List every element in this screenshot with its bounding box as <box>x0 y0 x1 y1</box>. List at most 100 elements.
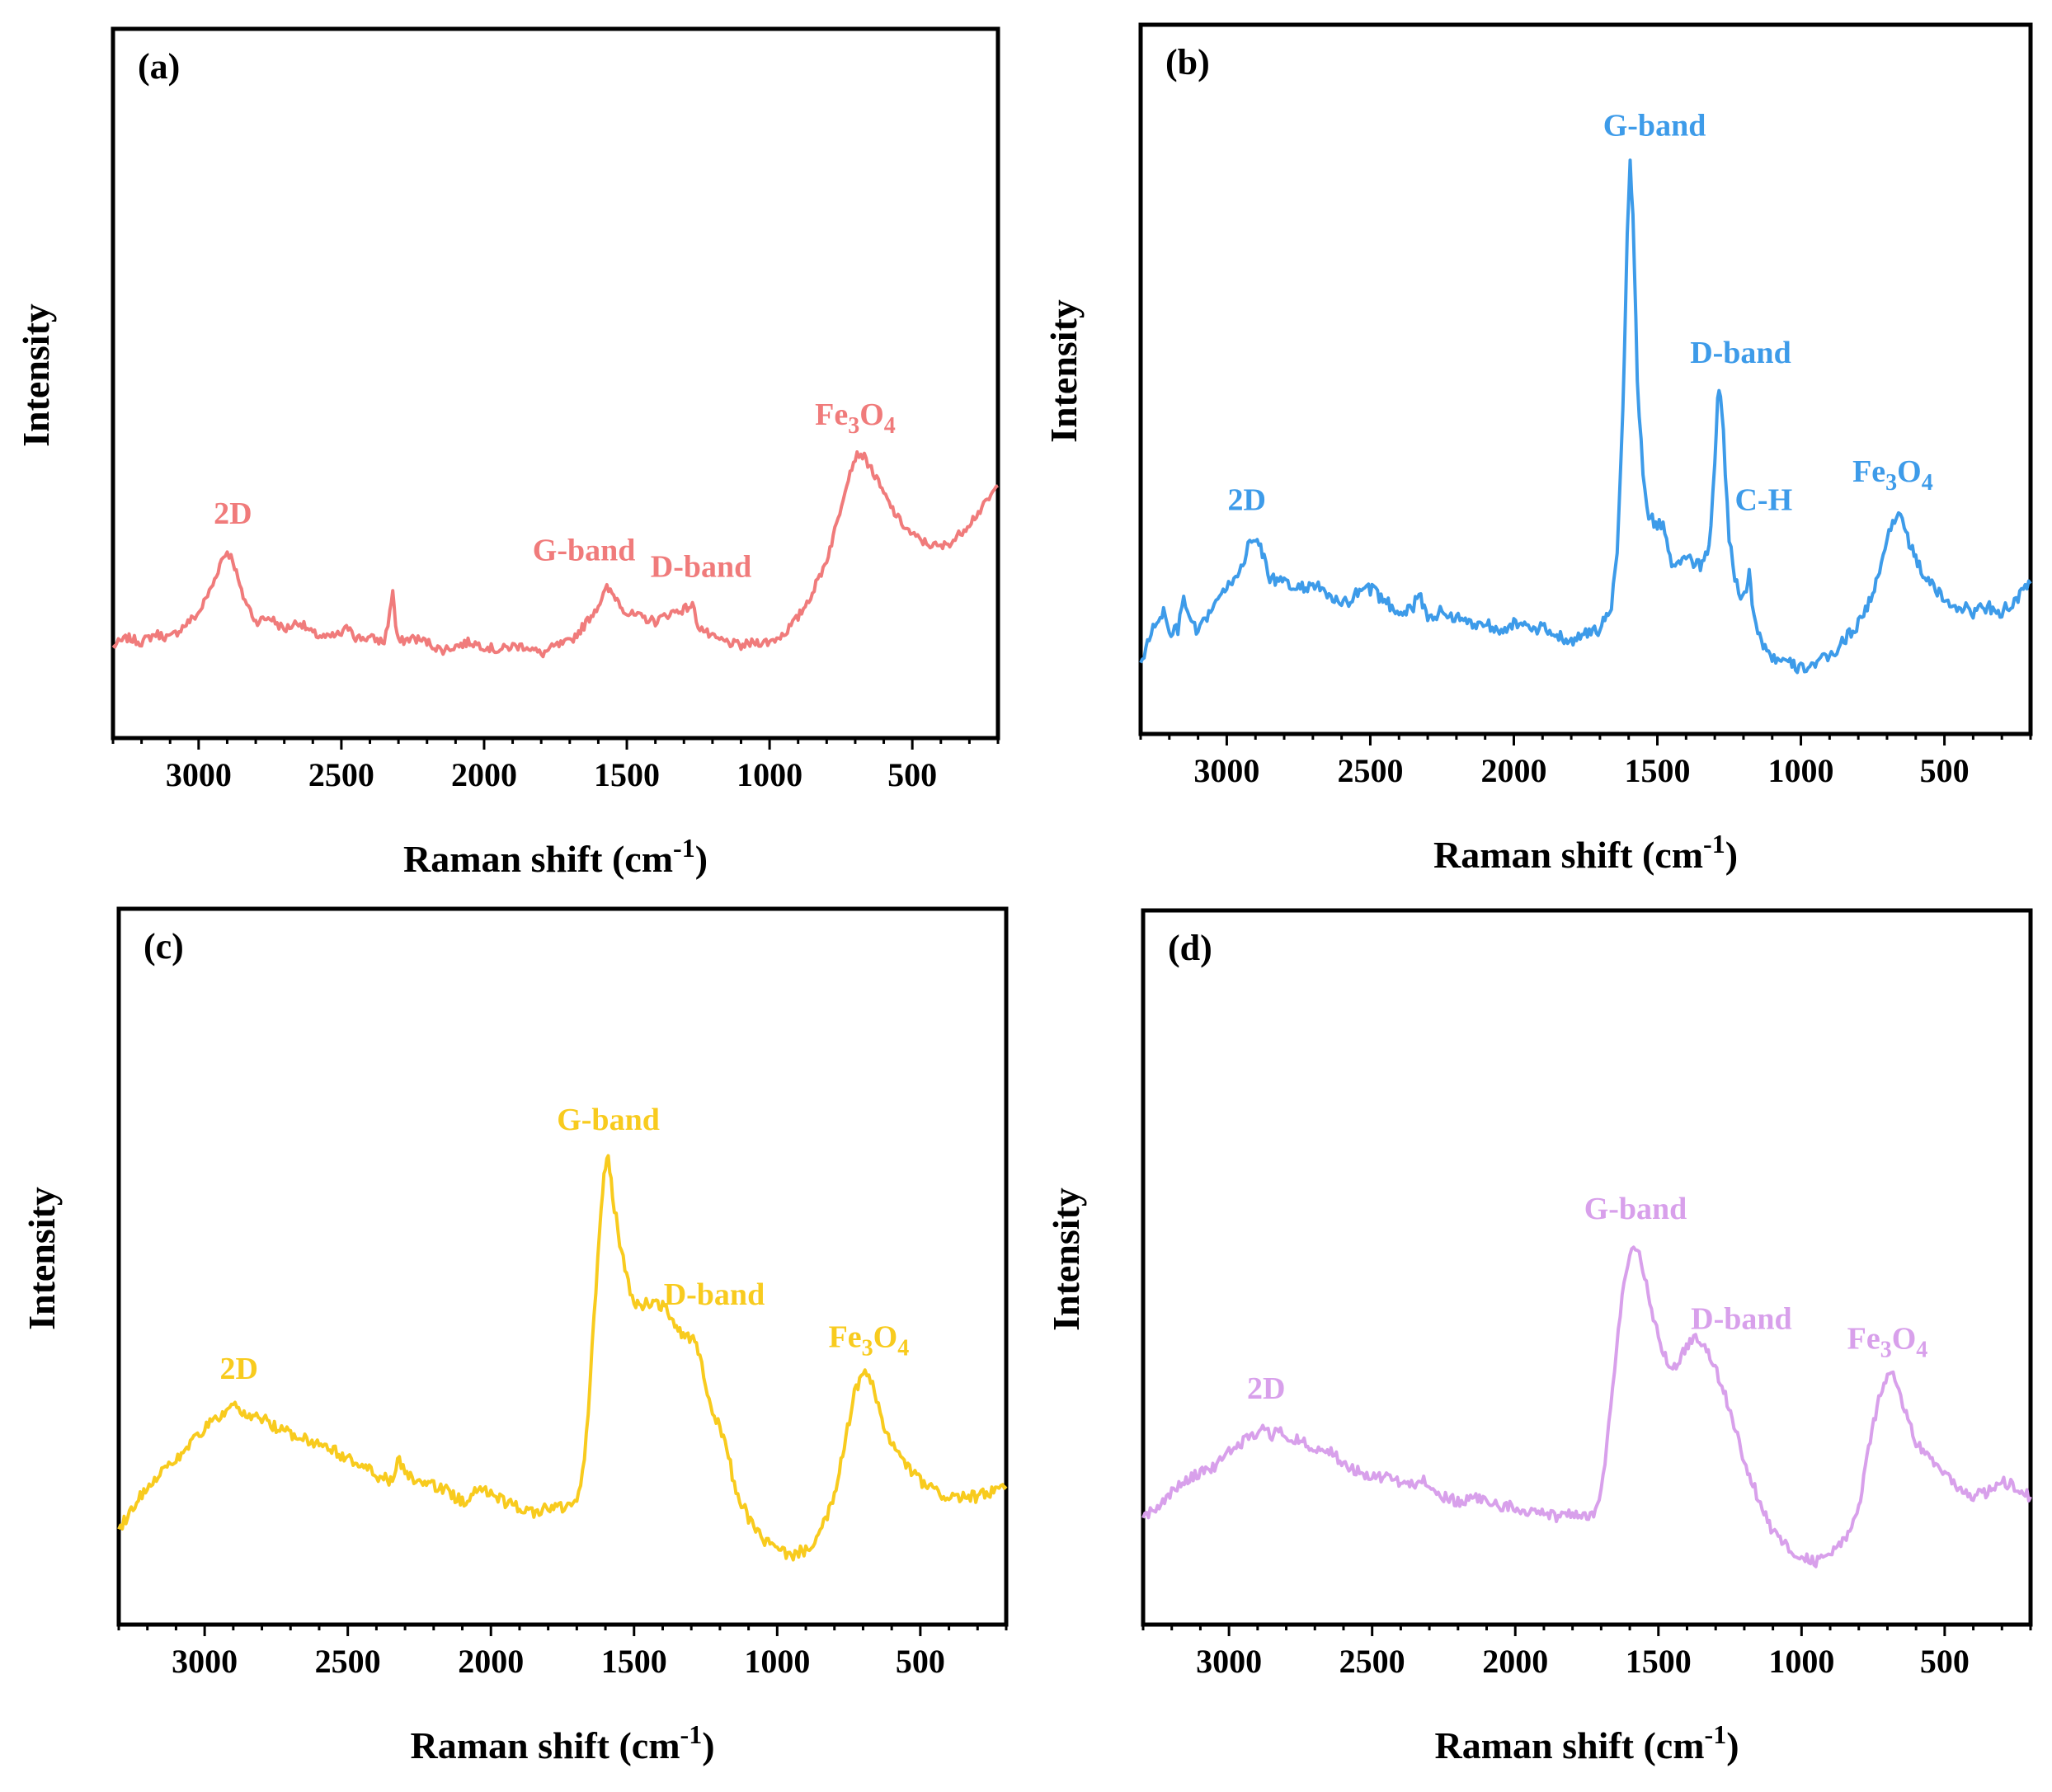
text-run: O <box>1897 454 1922 489</box>
text-run: D-band <box>1690 336 1791 370</box>
spectrum-line <box>1139 158 2032 675</box>
x-axis-title: Raman shift (cm-1) <box>1434 1719 1739 1766</box>
text-run: G-band <box>557 1103 660 1137</box>
text-run: 2D <box>1228 483 1266 518</box>
text-run: 3 <box>862 1335 873 1361</box>
spectrum-line <box>1141 1245 2032 1569</box>
x-tick-label: 3000 <box>1193 752 1259 789</box>
text-run: Raman shift (cm <box>403 838 673 880</box>
panel-label: (a) <box>138 46 180 87</box>
x-tick-label: 500 <box>1920 1643 1970 1680</box>
x-tick-label: 500 <box>1920 752 1970 789</box>
x-tick-label: 1000 <box>1768 752 1834 789</box>
text-run: Raman shift (cm <box>1433 834 1703 876</box>
text-run: -1 <box>680 1719 703 1749</box>
plot-frame <box>111 26 1000 741</box>
text-run: C-H <box>1734 483 1792 518</box>
x-tick-label: 3000 <box>166 756 232 793</box>
peak-label: Fe3O4 <box>1852 454 1933 496</box>
peak-label: Fe3O4 <box>815 397 896 439</box>
panel-c: 3000 2500 2000 1500 1000 500 Raman shift (cm-1… <box>21 906 1009 1766</box>
panel-label: (c) <box>144 926 184 967</box>
x-tick-label: 1500 <box>1625 752 1691 789</box>
text-run: -1 <box>673 833 695 863</box>
plot-frame <box>116 906 1009 1627</box>
peak-label: Fe3O4 <box>829 1319 910 1361</box>
text-run: -1 <box>1703 829 1725 858</box>
panel-label: (d) <box>1168 928 1212 968</box>
x-axis-title: Raman shift (cm-1) <box>1433 829 1738 876</box>
panel-a: 3000 2500 2000 1500 1000 500 Raman shift (cm-1… <box>15 26 1000 880</box>
x-tick-label: 1500 <box>601 1643 667 1680</box>
text-run: 2D <box>1247 1371 1285 1406</box>
panel-b: 3000 2500 2000 1500 1000 500 Raman shift (cm-1… <box>1042 22 2033 876</box>
x-tick-label: 1000 <box>744 1643 810 1680</box>
text-run: Raman shift (cm <box>410 1724 680 1766</box>
text-run: ) <box>702 1724 714 1766</box>
x-tick-label: 2000 <box>1480 752 1546 789</box>
text-run: 4 <box>884 413 896 439</box>
panel-label: (b) <box>1165 42 1210 82</box>
y-axis-title: Intensity <box>15 303 57 447</box>
text-run: 3 <box>848 413 859 439</box>
text-run: D-band <box>651 550 752 585</box>
text-run: G-band <box>1603 109 1706 143</box>
text-run: O <box>1892 1321 1917 1356</box>
x-tick-label: 2500 <box>1339 1643 1405 1680</box>
y-axis-title: Intensity <box>1042 299 1085 443</box>
peak-label: C-H <box>1734 483 1792 518</box>
text-run: 3 <box>1885 470 1897 496</box>
x-tick-label: 3000 <box>1196 1643 1262 1680</box>
x-tick-label: 500 <box>887 756 937 793</box>
peak-label: 2D <box>220 1352 258 1386</box>
spectrum-line <box>117 1154 1008 1562</box>
panel-d: 3000 2500 2000 1500 1000 500 Raman shift (cm-1… <box>1045 908 2033 1766</box>
text-run: 2D <box>220 1352 258 1386</box>
x-tick-label: 1500 <box>594 756 660 793</box>
text-run: Fe <box>815 397 848 432</box>
x-tick-label: 1500 <box>1626 1643 1692 1680</box>
peak-label: 2D <box>214 496 252 531</box>
peak-label: Fe3O4 <box>1847 1321 1928 1362</box>
text-run: G-band <box>533 534 636 568</box>
text-run: ) <box>1726 1724 1739 1766</box>
text-run: 4 <box>897 1335 909 1361</box>
peak-label: 2D <box>1247 1371 1285 1406</box>
peak-label: G-band <box>1584 1192 1687 1226</box>
y-axis-title: Intensity <box>1045 1188 1087 1331</box>
text-run: 3 <box>1880 1337 1892 1362</box>
x-tick-label: 2000 <box>451 756 517 793</box>
text-run: Fe <box>829 1319 862 1354</box>
text-run: -1 <box>1705 1719 1727 1749</box>
text-run: Fe <box>1847 1321 1880 1356</box>
plot-frame <box>1138 22 2033 736</box>
text-run: ) <box>1725 834 1738 876</box>
text-run: 4 <box>1922 470 1933 496</box>
peak-label: D-band <box>1691 1301 1792 1336</box>
text-run: 2D <box>214 496 252 531</box>
x-tick-label: 2000 <box>1482 1643 1548 1680</box>
x-tick-label: 2500 <box>308 756 374 793</box>
peak-label: D-band <box>651 550 752 585</box>
text-run: O <box>873 1319 898 1354</box>
x-tick-label: 3000 <box>172 1643 238 1680</box>
x-tick-label: 1000 <box>737 756 802 793</box>
text-run: G-band <box>1584 1192 1687 1226</box>
x-tick-label: 2500 <box>1337 752 1403 789</box>
spectrum-line <box>111 450 999 659</box>
text-run: D-band <box>1691 1301 1792 1336</box>
peak-label: D-band <box>1690 336 1791 370</box>
text-run: Fe <box>1852 454 1885 489</box>
x-tick-label: 2500 <box>315 1643 381 1680</box>
text-run: Raman shift (cm <box>1434 1724 1704 1766</box>
peak-label: G-band <box>1603 109 1706 143</box>
text-run: O <box>859 397 884 432</box>
plot-frame <box>1141 908 2033 1627</box>
text-run: D-band <box>664 1277 765 1312</box>
text-run: ) <box>695 838 708 880</box>
x-axis-title: Raman shift (cm-1) <box>410 1719 714 1766</box>
x-tick-label: 2000 <box>458 1643 524 1680</box>
peak-label: G-band <box>533 534 636 568</box>
peak-label: D-band <box>664 1277 765 1312</box>
